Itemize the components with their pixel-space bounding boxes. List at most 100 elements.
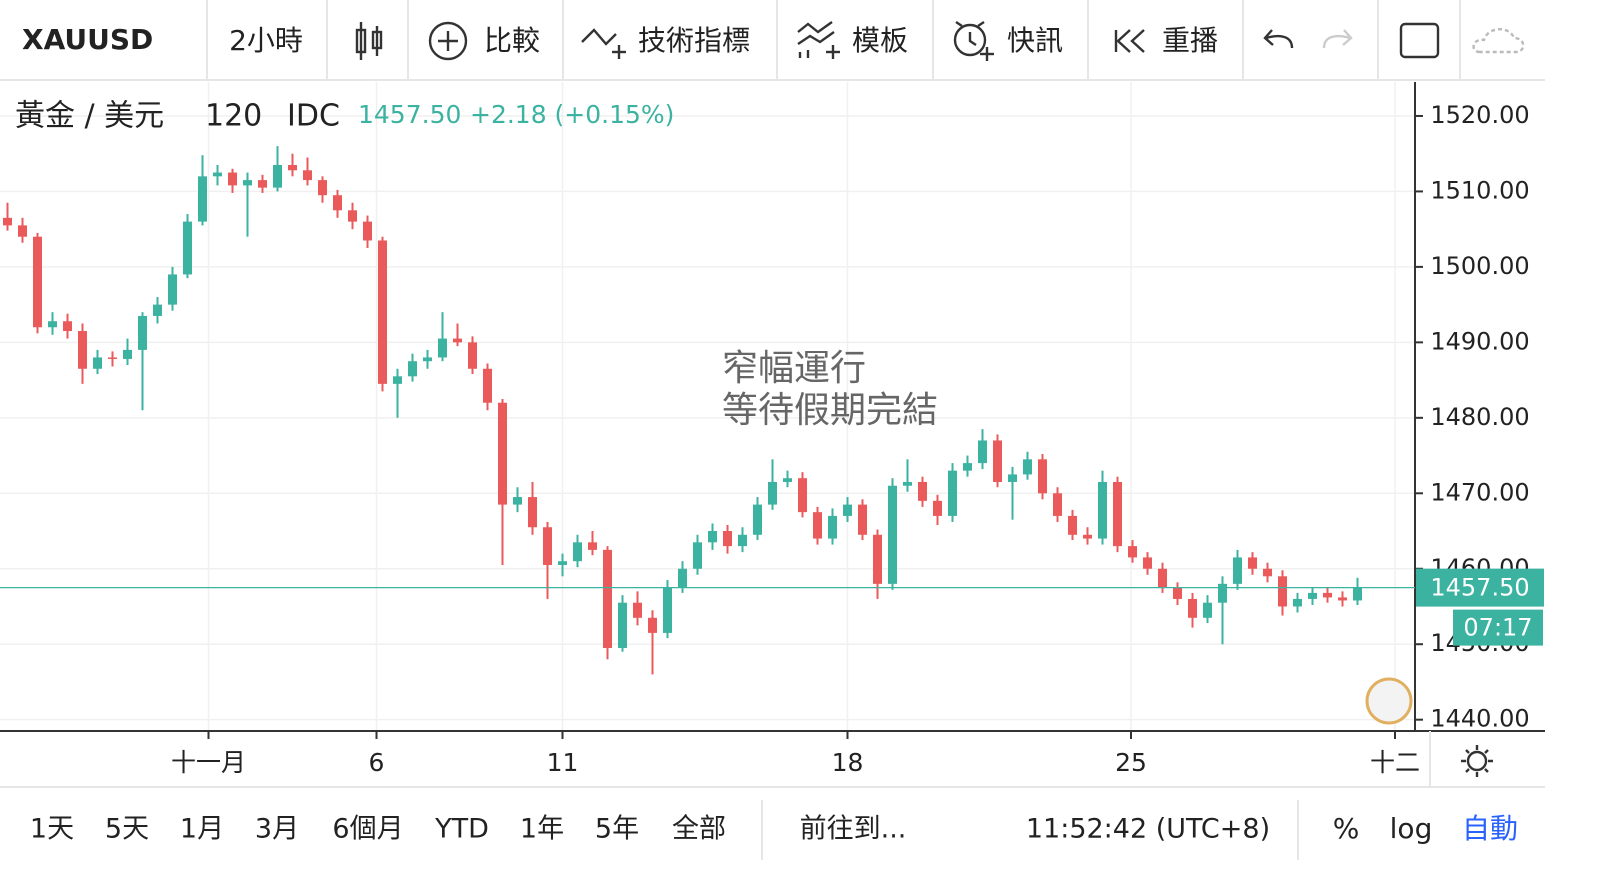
range-button[interactable]: 全部 bbox=[672, 814, 726, 845]
scale-option[interactable]: % bbox=[1333, 812, 1360, 845]
candle-body bbox=[1023, 459, 1032, 475]
range-button[interactable]: 5年 bbox=[595, 814, 639, 845]
toolbar-button[interactable]: 快訊 bbox=[1007, 24, 1063, 57]
template-icon[interactable] bbox=[797, 21, 840, 59]
candle-body bbox=[1008, 474, 1017, 482]
candle-body bbox=[1338, 597, 1347, 601]
candle-body bbox=[603, 549, 612, 648]
candle-body bbox=[1113, 481, 1122, 547]
interval-button[interactable]: 2小時 bbox=[229, 24, 303, 57]
candle-body bbox=[1128, 546, 1137, 558]
candle-body bbox=[453, 338, 462, 343]
candle-body bbox=[993, 440, 1002, 482]
candle-body bbox=[1308, 592, 1317, 599]
candle-body bbox=[588, 542, 597, 550]
toolbar-button[interactable]: 重播 bbox=[1162, 24, 1218, 57]
candle-body bbox=[1068, 515, 1077, 535]
candle-body bbox=[408, 361, 417, 377]
x-tick-label: 十二 bbox=[1370, 748, 1420, 777]
candle-body bbox=[618, 602, 627, 648]
candle-body bbox=[1323, 592, 1332, 598]
undo-icon[interactable] bbox=[1263, 29, 1294, 49]
candle-body bbox=[1233, 557, 1242, 584]
candle-body bbox=[63, 321, 72, 332]
y-tick-label: 1440.00 bbox=[1430, 705, 1529, 733]
candle-body bbox=[198, 176, 207, 222]
candle-body bbox=[378, 240, 387, 384]
candle-body bbox=[723, 531, 732, 547]
toolbar-button[interactable]: 模板 bbox=[852, 24, 908, 57]
candle-body bbox=[798, 478, 807, 513]
indicator-icon[interactable] bbox=[581, 28, 626, 59]
range-button[interactable]: 1天 bbox=[30, 814, 74, 845]
scale-option[interactable]: log bbox=[1390, 812, 1433, 845]
candle-body bbox=[78, 331, 87, 369]
replay-icon[interactable] bbox=[1114, 29, 1145, 53]
compare-icon[interactable] bbox=[428, 21, 468, 61]
candle-body bbox=[213, 172, 222, 177]
candle-body bbox=[708, 531, 717, 543]
x-tick-label: 6 bbox=[369, 748, 385, 777]
candle-body bbox=[933, 500, 942, 516]
candle-body bbox=[228, 172, 237, 186]
y-tick-label: 1520.00 bbox=[1430, 101, 1529, 129]
range-button[interactable]: 1年 bbox=[520, 814, 564, 845]
candle-body bbox=[633, 602, 642, 618]
candle-body bbox=[948, 470, 957, 516]
candle-body bbox=[93, 357, 102, 369]
candle-body bbox=[183, 221, 192, 275]
range-button[interactable]: 3月 bbox=[255, 814, 299, 845]
candle-body bbox=[1083, 534, 1092, 539]
range-button[interactable]: 1月 bbox=[180, 814, 224, 845]
candle-body bbox=[753, 504, 762, 535]
candle-body bbox=[48, 321, 57, 328]
candle-body bbox=[1158, 568, 1167, 588]
annotation: 窄幅運行 bbox=[722, 348, 866, 389]
symbol[interactable]: XAUUSD bbox=[22, 23, 153, 56]
last-price-tag bbox=[1416, 568, 1544, 607]
redo-icon[interactable] bbox=[1322, 29, 1353, 49]
x-tick-label: 18 bbox=[832, 748, 864, 777]
alert-icon[interactable] bbox=[953, 21, 994, 61]
candle-body bbox=[738, 534, 747, 547]
candle-body bbox=[318, 180, 327, 196]
candle-body bbox=[678, 568, 687, 588]
y-tick-label: 1490.00 bbox=[1430, 327, 1529, 355]
chart-style-icon[interactable] bbox=[355, 22, 383, 60]
candle-body bbox=[1038, 459, 1047, 494]
settings-icon[interactable] bbox=[1461, 745, 1493, 777]
candle-body bbox=[1263, 568, 1272, 577]
candle-body bbox=[543, 527, 552, 565]
range-button[interactable]: YTD bbox=[434, 814, 489, 845]
candle-body bbox=[393, 376, 402, 384]
annotation: 等待假期完結 bbox=[722, 390, 938, 431]
candle-body bbox=[1203, 602, 1212, 618]
candle-body bbox=[168, 274, 177, 305]
candle-body bbox=[648, 617, 657, 633]
cloud-icon[interactable] bbox=[1472, 28, 1525, 54]
x-tick-label: 25 bbox=[1115, 748, 1147, 777]
candle-body bbox=[768, 481, 777, 505]
candle-body bbox=[573, 542, 582, 562]
candle-body bbox=[108, 357, 117, 359]
candle-body bbox=[873, 534, 882, 584]
legend-change: +2.18 (+0.15%) bbox=[470, 100, 674, 129]
toolbar-button[interactable]: 技術指標 bbox=[638, 24, 750, 57]
candle-body bbox=[978, 440, 987, 464]
legend-interval: 120 bbox=[205, 99, 262, 134]
fullscreen-icon[interactable] bbox=[1399, 22, 1440, 59]
x-tick-label: 十一月 bbox=[171, 748, 246, 777]
candle-body bbox=[273, 165, 282, 188]
candle-body bbox=[438, 338, 447, 358]
range-button[interactable]: 5天 bbox=[105, 814, 149, 845]
goto-button[interactable]: 前往到... bbox=[800, 814, 907, 845]
scale-option[interactable]: 自動 bbox=[1462, 812, 1518, 845]
candle-body bbox=[1248, 557, 1257, 569]
range-button[interactable]: 6個月 bbox=[332, 814, 403, 845]
event-badge[interactable] bbox=[1365, 677, 1413, 725]
y-tick-label: 1510.00 bbox=[1430, 176, 1529, 204]
toolbar-button[interactable]: 比較 bbox=[484, 24, 540, 57]
y-tick-label: 1500.00 bbox=[1430, 252, 1529, 280]
